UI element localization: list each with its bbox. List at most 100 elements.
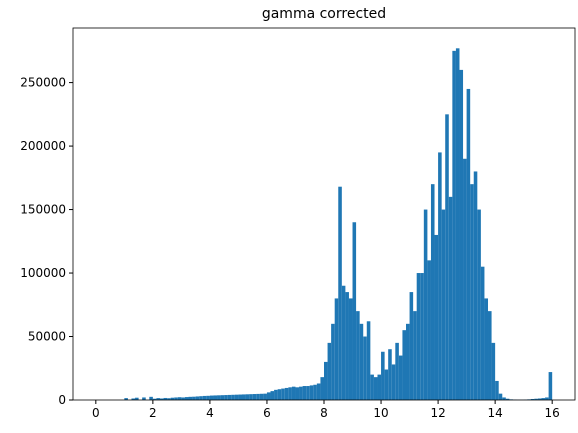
bar	[477, 209, 481, 400]
bar	[341, 285, 346, 400]
bar	[195, 396, 200, 400]
bar	[209, 395, 214, 400]
bar	[327, 342, 332, 400]
bar	[306, 386, 310, 400]
bar	[416, 273, 421, 400]
bar	[348, 298, 353, 400]
bar	[356, 311, 360, 400]
bar	[170, 397, 175, 400]
bar	[270, 391, 275, 400]
x-tick-label: 14	[487, 406, 502, 420]
bar	[373, 377, 378, 400]
bar	[149, 396, 153, 400]
bar	[413, 311, 417, 400]
bar	[484, 298, 489, 400]
bar	[402, 330, 407, 400]
bar	[470, 184, 474, 400]
bar	[188, 396, 193, 400]
bar	[316, 383, 321, 400]
bar	[377, 374, 382, 400]
bar	[263, 393, 267, 400]
bar	[505, 398, 510, 400]
bar	[366, 321, 371, 400]
x-tick-label: 2	[149, 406, 157, 420]
x-tick-label: 8	[320, 406, 328, 420]
bar	[345, 292, 349, 400]
bar	[288, 387, 292, 400]
bar	[545, 397, 549, 400]
y-tick-label: 100000	[20, 266, 66, 280]
bar	[159, 398, 164, 400]
bar	[259, 393, 264, 400]
bar	[238, 394, 242, 400]
bar	[434, 234, 439, 400]
x-tick-label: 6	[263, 406, 271, 420]
bar	[480, 266, 485, 400]
bar	[334, 298, 339, 400]
y-tick-label: 150000	[20, 203, 66, 217]
bar	[249, 394, 253, 400]
bar	[163, 397, 168, 400]
bar	[313, 384, 317, 400]
bar	[295, 387, 300, 400]
bar	[156, 398, 160, 400]
bar	[277, 389, 282, 400]
bar	[495, 380, 499, 400]
bar	[534, 398, 538, 400]
bar	[488, 311, 492, 400]
bar	[441, 209, 446, 400]
bar	[331, 323, 335, 400]
axes-frame	[72, 27, 576, 401]
bar	[498, 393, 503, 400]
bar	[452, 50, 456, 400]
bar	[548, 372, 553, 400]
bar	[135, 397, 139, 400]
chart-title: gamma corrected	[262, 6, 386, 22]
bar	[234, 394, 239, 400]
bar	[231, 394, 235, 400]
y-tick-label: 50000	[28, 330, 66, 344]
bar	[167, 398, 171, 400]
bar	[152, 398, 157, 400]
bar	[309, 385, 314, 400]
bar	[142, 397, 146, 400]
bar	[398, 355, 403, 400]
bar	[281, 388, 285, 400]
bar	[177, 397, 182, 400]
bar	[541, 398, 546, 400]
bar	[224, 395, 228, 400]
bar	[213, 395, 218, 400]
bar	[266, 392, 271, 400]
bar	[338, 186, 342, 400]
x-tick-label: 16	[545, 406, 560, 420]
bar	[352, 222, 357, 400]
bar	[291, 386, 296, 400]
bar	[530, 398, 535, 400]
y-tick-label: 250000	[20, 76, 66, 90]
bar	[302, 386, 307, 400]
bar	[395, 342, 399, 400]
bar	[284, 387, 289, 400]
bar	[174, 397, 178, 400]
bar	[491, 342, 496, 400]
bar	[381, 351, 385, 400]
x-tick-label: 12	[430, 406, 445, 420]
bar	[131, 398, 136, 400]
y-tick-label: 200000	[20, 139, 66, 153]
bar	[438, 152, 442, 400]
bar	[220, 395, 225, 400]
bar	[370, 374, 374, 400]
bar	[384, 369, 389, 400]
bar	[406, 323, 410, 400]
bar	[359, 323, 364, 400]
bar	[537, 398, 542, 400]
bar	[363, 336, 367, 400]
bar	[463, 158, 467, 400]
bar	[227, 394, 232, 400]
bar	[473, 171, 478, 400]
bar	[427, 260, 431, 400]
bar	[409, 292, 414, 400]
bar	[320, 377, 324, 400]
